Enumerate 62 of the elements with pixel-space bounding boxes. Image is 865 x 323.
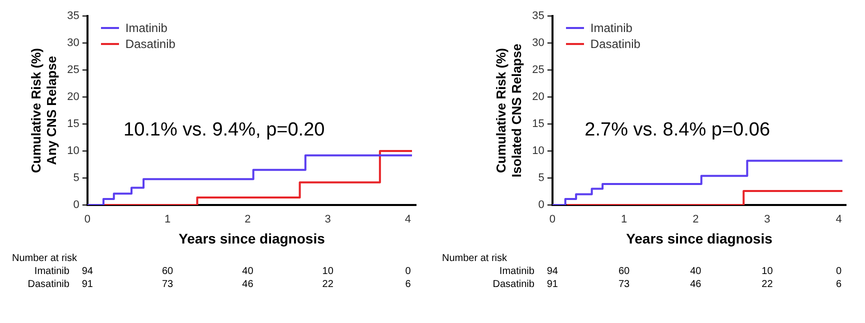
text: Imatinib [499, 266, 534, 277]
annotation: 2.7% vs. 8.4% p=0.06 [584, 120, 770, 141]
x-tick-label: 2 [692, 214, 699, 226]
text: 60 [617, 266, 631, 277]
y-tick-label: 20 [67, 91, 80, 104]
text: 22 [760, 279, 774, 290]
y-tick-label: 25 [532, 64, 544, 76]
x-axis-title: Years since diagnosis [626, 230, 773, 246]
x-tick-label: 4 [836, 214, 842, 226]
y-tick-label: 30 [67, 37, 80, 50]
text: 10 [321, 266, 334, 277]
text: Dasatinib [28, 279, 70, 290]
y-tick-label: 30 [532, 37, 544, 50]
text: 94 [546, 266, 558, 277]
y-tick-label: 35 [67, 10, 80, 22]
y-tick-label: 5 [73, 172, 80, 184]
y-tick-label: 0 [73, 199, 80, 212]
y-axis-title: Cumulative Risk (%) Isolated CNS Relapse [493, 44, 524, 178]
text: 94 [82, 266, 93, 277]
y-tick-label: 25 [67, 64, 80, 76]
x-axis-title: Years since diagnosis [178, 230, 326, 246]
text: 73 [161, 279, 174, 290]
legend-label: Dasatinib [590, 37, 640, 51]
y-tick-label: 20 [532, 91, 544, 104]
legend-label: Imatinib [590, 21, 632, 35]
x-tick-label: 0 [84, 214, 90, 226]
y-tick-label: 15 [67, 118, 80, 130]
text: 60 [161, 266, 174, 277]
text: 40 [689, 266, 702, 277]
text: 0 [835, 266, 843, 277]
x-tick-label: 1 [164, 214, 171, 226]
y-tick-label: 10 [532, 145, 544, 158]
text: 46 [689, 279, 702, 290]
x-tick-label: 4 [404, 214, 412, 226]
text: Number at risk [442, 253, 508, 264]
text: 10 [760, 266, 774, 277]
text: 91 [546, 279, 558, 290]
text: Imatinib [34, 266, 70, 277]
legend-label: Dasatinib [125, 37, 176, 51]
y-tick-label: 35 [532, 10, 544, 22]
y-axis-title: Cumulative Risk (%) Any CNS Relapse [28, 48, 59, 173]
y-tick-label: 5 [538, 172, 544, 184]
y-tick-label: 0 [538, 199, 544, 212]
text: 6 [835, 279, 843, 290]
x-tick-label: 2 [244, 214, 251, 226]
text: Dasatinib [492, 279, 534, 290]
legend-label: Imatinib [125, 21, 168, 35]
text: 91 [82, 279, 93, 290]
x-tick-label: 3 [324, 214, 331, 226]
x-tick-label: 1 [620, 214, 628, 226]
text: 46 [241, 279, 254, 290]
x-tick-label: 3 [764, 214, 770, 226]
text: 73 [617, 279, 631, 290]
text: 6 [404, 279, 412, 290]
text: 0 [404, 266, 412, 277]
text: 22 [321, 279, 334, 290]
annotation: 10.1% vs. 9.4%, p=0.20 [123, 120, 325, 141]
x-tick-label: 0 [549, 214, 556, 226]
y-tick-label: 15 [532, 118, 544, 130]
y-tick-label: 10 [67, 145, 80, 158]
text: 40 [241, 266, 254, 277]
text: Number at risk [12, 253, 78, 264]
